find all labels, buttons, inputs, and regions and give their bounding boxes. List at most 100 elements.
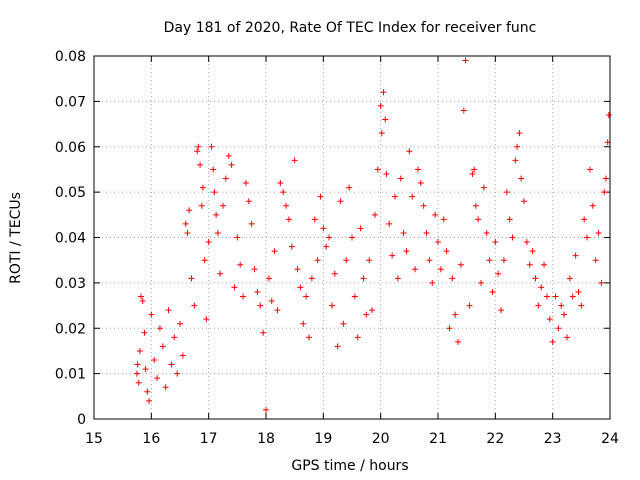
data-point bbox=[182, 220, 189, 227]
data-point bbox=[349, 234, 355, 241]
data-point bbox=[440, 216, 447, 223]
y-axis-label: ROTI / TECUs bbox=[8, 192, 24, 284]
x-tick-label: 23 bbox=[544, 431, 562, 447]
data-point bbox=[532, 275, 539, 282]
data-point bbox=[460, 107, 467, 114]
data-point bbox=[602, 175, 609, 182]
x-tick-label: 18 bbox=[257, 431, 275, 447]
data-point bbox=[151, 357, 158, 364]
data-point bbox=[518, 175, 525, 182]
data-point bbox=[283, 202, 290, 209]
data-point bbox=[500, 257, 507, 264]
data-point bbox=[535, 302, 542, 309]
data-point bbox=[195, 143, 202, 150]
data-point bbox=[171, 334, 178, 341]
x-tick-label: 22 bbox=[486, 431, 504, 447]
data-point bbox=[516, 130, 523, 137]
data-point bbox=[489, 288, 496, 295]
data-point bbox=[429, 279, 436, 286]
data-point bbox=[417, 180, 424, 187]
data-point bbox=[285, 216, 292, 223]
y-tick-label: 0.02 bbox=[55, 321, 86, 337]
data-point bbox=[380, 89, 387, 96]
data-point bbox=[139, 298, 146, 305]
data-point bbox=[174, 370, 181, 377]
data-point bbox=[331, 270, 338, 277]
x-tick-label: 19 bbox=[314, 431, 332, 447]
data-point bbox=[159, 343, 166, 350]
data-point bbox=[317, 193, 324, 200]
data-point bbox=[165, 307, 172, 314]
data-point bbox=[561, 311, 568, 318]
data-point bbox=[186, 207, 193, 214]
data-point bbox=[374, 166, 381, 173]
data-point bbox=[211, 189, 218, 196]
x-tick-label: 21 bbox=[429, 431, 447, 447]
data-point bbox=[184, 229, 191, 236]
data-point bbox=[303, 293, 310, 300]
data-point bbox=[138, 293, 145, 300]
data-point bbox=[589, 202, 596, 209]
data-point bbox=[575, 288, 582, 295]
data-point bbox=[538, 284, 545, 291]
data-point bbox=[377, 102, 384, 109]
x-tick-labels: 15 16 17 18 19 20 21 22 23 24 bbox=[85, 431, 619, 447]
data-point bbox=[498, 307, 505, 314]
data-point bbox=[263, 406, 269, 413]
data-point bbox=[598, 279, 605, 286]
data-point bbox=[495, 270, 502, 277]
data-point bbox=[406, 148, 413, 155]
data-point bbox=[146, 397, 153, 404]
data-point bbox=[529, 248, 536, 255]
data-point bbox=[194, 148, 201, 155]
data-point bbox=[154, 375, 161, 382]
data-point bbox=[378, 130, 385, 137]
data-point bbox=[435, 239, 441, 246]
data-point bbox=[213, 211, 220, 218]
x-tick-label: 16 bbox=[142, 431, 160, 447]
data-point bbox=[288, 243, 295, 250]
data-point bbox=[245, 198, 252, 205]
data-point bbox=[457, 261, 464, 268]
data-point bbox=[369, 307, 376, 314]
data-point bbox=[135, 379, 142, 386]
data-point bbox=[414, 166, 421, 173]
data-point bbox=[134, 361, 141, 368]
data-point bbox=[240, 293, 247, 300]
data-point bbox=[291, 157, 298, 164]
data-point bbox=[392, 193, 398, 200]
data-point bbox=[475, 216, 482, 223]
data-point bbox=[214, 229, 221, 236]
data-point bbox=[543, 293, 550, 300]
data-point bbox=[592, 257, 599, 264]
data-point bbox=[141, 329, 148, 336]
data-point bbox=[142, 366, 149, 373]
data-point bbox=[466, 302, 473, 309]
data-point bbox=[136, 347, 143, 354]
data-point bbox=[260, 329, 267, 336]
data-point bbox=[566, 275, 573, 282]
data-point bbox=[581, 216, 588, 223]
data-point bbox=[400, 229, 407, 236]
data-point bbox=[383, 170, 390, 177]
data-point bbox=[363, 311, 370, 318]
data-point bbox=[586, 166, 593, 173]
data-point bbox=[300, 320, 307, 327]
data-point bbox=[274, 307, 281, 314]
data-point bbox=[472, 202, 479, 209]
y-tick-label: 0.07 bbox=[55, 94, 86, 110]
x-tick-label: 17 bbox=[200, 431, 218, 447]
data-point bbox=[201, 257, 208, 264]
data-point bbox=[354, 334, 361, 341]
data-point bbox=[471, 166, 478, 173]
data-point bbox=[144, 388, 151, 395]
y-tick-label: 0 bbox=[77, 412, 86, 428]
y-tick-label: 0.05 bbox=[55, 185, 86, 201]
data-point bbox=[210, 166, 217, 173]
data-point bbox=[449, 275, 456, 282]
data-point bbox=[443, 248, 450, 255]
data-point bbox=[357, 225, 364, 232]
data-point bbox=[412, 266, 419, 273]
data-point bbox=[268, 298, 275, 305]
